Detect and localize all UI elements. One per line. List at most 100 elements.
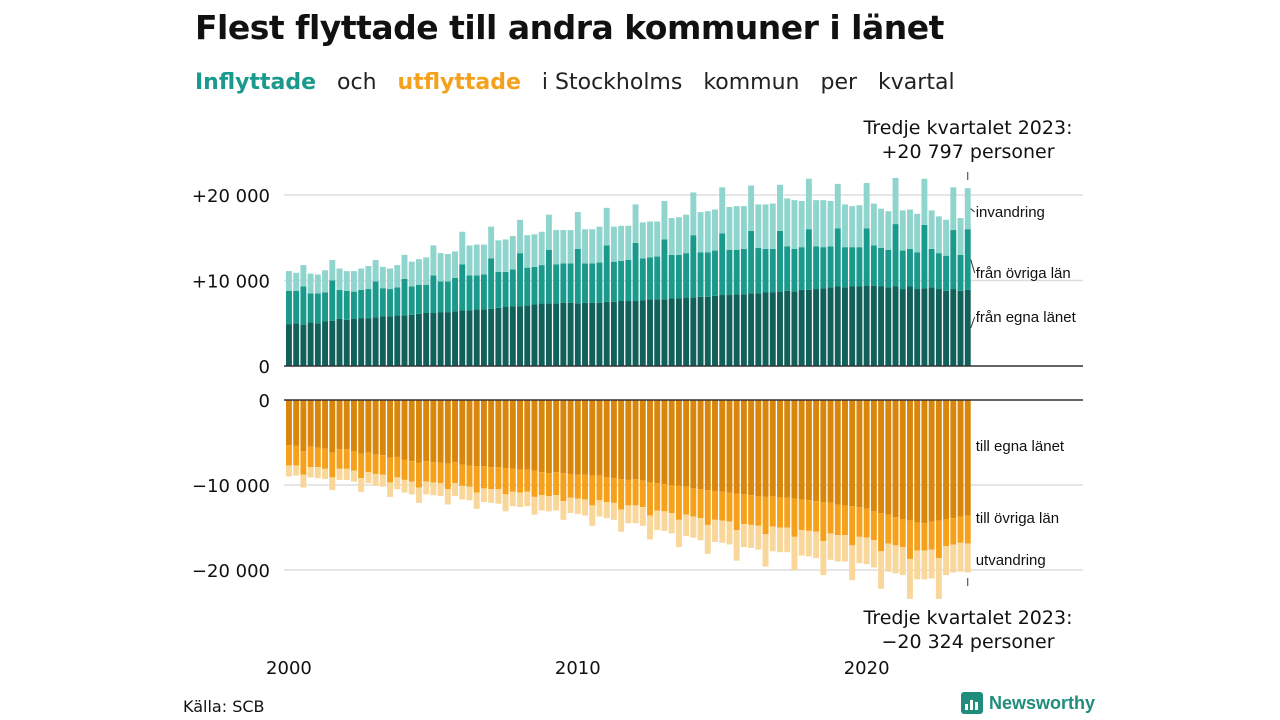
bar-out-1 — [791, 498, 798, 537]
bar-out-2 — [408, 481, 415, 495]
bar-in-0 — [675, 298, 682, 366]
bar-out-0 — [286, 400, 292, 446]
bar-in-0 — [343, 319, 350, 366]
bar-in-0 — [769, 292, 776, 366]
bar-out-2 — [892, 545, 899, 574]
bar-in-2 — [748, 185, 755, 231]
bar-in-2 — [300, 265, 307, 287]
bar-in-2 — [365, 265, 372, 290]
bar-out-0 — [914, 400, 921, 523]
bar-out-2 — [350, 470, 357, 482]
bar-in-0 — [560, 302, 567, 366]
bar-in-0 — [733, 294, 740, 366]
bar-in-0 — [415, 313, 422, 367]
x-tick-label: 2020 — [844, 658, 890, 679]
bar-out-2 — [950, 544, 957, 573]
bar-out-1 — [618, 479, 625, 510]
bar-out-1 — [733, 493, 740, 531]
bar-out-0 — [343, 400, 350, 450]
bar-out-1 — [459, 464, 466, 486]
bar-out-1 — [899, 519, 906, 548]
bar-in-2 — [387, 268, 394, 290]
bar-out-1 — [755, 496, 762, 526]
bar-out-0 — [567, 400, 574, 474]
bar-out-0 — [726, 400, 733, 493]
bar-in-2 — [437, 253, 444, 282]
bar-out-2 — [668, 513, 675, 534]
bar-out-2 — [740, 524, 747, 548]
bar-in-0 — [863, 285, 870, 366]
bar-in-2 — [538, 231, 545, 266]
bar-out-0 — [755, 400, 762, 497]
bar-in-2 — [286, 271, 292, 291]
bar-in-0 — [408, 314, 415, 366]
bar-out-1 — [777, 497, 783, 528]
bar-out-2 — [943, 546, 950, 576]
bar-out-2 — [603, 502, 610, 519]
bar-in-2 — [675, 217, 682, 255]
bar-out-0 — [488, 400, 495, 468]
bar-out-1 — [589, 475, 596, 506]
bar-out-0 — [639, 400, 646, 481]
bar-out-1 — [885, 514, 892, 544]
bar-out-0 — [892, 400, 899, 518]
bar-in-2 — [343, 271, 350, 291]
bar-in-1 — [625, 259, 632, 302]
bar-in-0 — [293, 323, 300, 366]
bar-in-0 — [401, 315, 408, 367]
bar-out-2 — [704, 524, 711, 554]
bar-out-2 — [820, 541, 827, 576]
bar-out-1 — [856, 507, 863, 537]
bar-in-2 — [553, 230, 560, 265]
bar-in-2 — [733, 206, 740, 250]
bar-in-2 — [726, 206, 733, 250]
bar-out-2 — [509, 491, 516, 507]
bar-out-0 — [473, 400, 480, 467]
bar-out-0 — [553, 400, 560, 473]
bar-in-2 — [712, 209, 718, 251]
bar-in-1 — [444, 281, 451, 313]
bar-out-0 — [596, 400, 603, 476]
bar-out-2 — [300, 474, 307, 488]
bar-out-1 — [437, 462, 444, 484]
bar-out-2 — [834, 535, 841, 562]
bar-in-0 — [748, 293, 755, 366]
bar-in-0 — [957, 290, 964, 366]
series-label-out: till egna länet — [976, 438, 1065, 455]
bar-in-1 — [408, 286, 415, 315]
x-tick-label: 2010 — [555, 658, 601, 679]
bar-out-2 — [589, 505, 596, 526]
bar-in-0 — [387, 316, 394, 366]
bar-in-2 — [827, 200, 834, 247]
bar-in-1 — [777, 230, 783, 292]
bar-out-1 — [488, 467, 495, 490]
bar-in-2 — [372, 259, 379, 282]
bar-out-1 — [784, 497, 791, 528]
bar-in-2 — [560, 230, 567, 264]
bar-in-0 — [430, 312, 437, 366]
bar-out-2 — [596, 500, 603, 517]
bar-in-2 — [502, 239, 509, 272]
bar-in-2 — [408, 261, 415, 287]
bar-out-2 — [343, 468, 350, 480]
y-tick-label-in: +20 000 — [192, 186, 270, 207]
bar-out-1 — [719, 491, 726, 521]
bar-out-0 — [950, 400, 957, 519]
bar-out-1 — [394, 456, 401, 478]
bar-in-1 — [509, 269, 516, 307]
bar-in-0 — [596, 302, 603, 366]
bar-out-0 — [849, 400, 856, 507]
bar-out-2 — [935, 558, 942, 599]
bar-out-2 — [336, 468, 343, 480]
bar-out-1 — [538, 472, 545, 496]
bar-in-0 — [834, 286, 841, 367]
bar-out-2 — [466, 486, 473, 501]
bar-in-0 — [480, 309, 487, 366]
newsworthy-logo-icon — [961, 692, 983, 714]
bar-in-1 — [387, 289, 394, 317]
bar-out-1 — [805, 500, 812, 531]
bar-out-2 — [726, 521, 733, 545]
bar-in-2 — [379, 266, 386, 289]
bar-in-1 — [769, 248, 776, 293]
bar-in-0 — [849, 286, 856, 367]
